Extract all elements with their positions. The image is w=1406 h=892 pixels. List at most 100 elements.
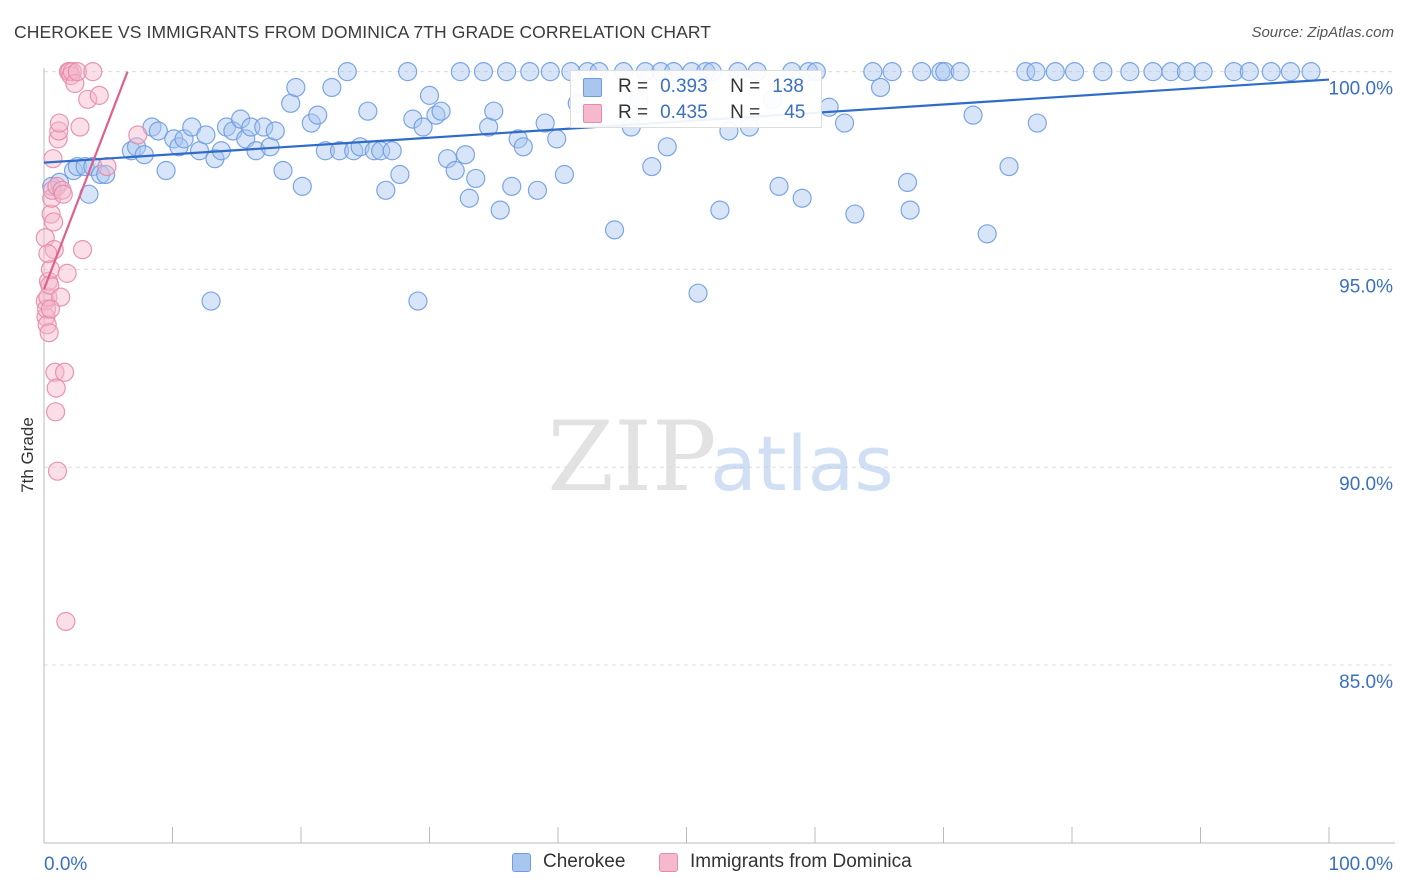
cherokee-point bbox=[413, 117, 433, 137]
cherokee-point bbox=[292, 176, 312, 196]
dominica-point bbox=[53, 184, 73, 204]
r-label: R = bbox=[618, 102, 649, 123]
cherokee-point bbox=[870, 77, 891, 98]
dominica-point bbox=[42, 188, 62, 208]
cherokee-point bbox=[308, 105, 328, 125]
cherokee-point bbox=[1027, 113, 1047, 133]
dominica-point bbox=[39, 323, 59, 343]
cherokee-point bbox=[935, 62, 955, 82]
dominica-point bbox=[57, 263, 77, 283]
cherokee-point bbox=[834, 113, 855, 133]
cherokee-point bbox=[96, 164, 116, 185]
cherokee-point bbox=[963, 105, 983, 125]
cherokee-point bbox=[466, 168, 486, 189]
legend-label-dominica: Immigrants from Dominica bbox=[690, 851, 912, 872]
dominica-point bbox=[45, 402, 66, 422]
cherokee-point bbox=[1176, 62, 1196, 82]
cherokee-point bbox=[459, 188, 479, 208]
dominica-point bbox=[56, 611, 76, 632]
cherokee-point bbox=[437, 149, 458, 169]
cherokee-point bbox=[390, 164, 410, 185]
stats-legend-box: R = 0.393 N = 138 R = 0.435 N = 45 bbox=[570, 70, 822, 128]
dominica-point bbox=[65, 73, 85, 94]
cherokee-point bbox=[1093, 62, 1113, 82]
cherokee-point bbox=[358, 101, 378, 121]
watermark-atlas: atlas bbox=[710, 419, 894, 508]
cherokee-point bbox=[337, 62, 357, 82]
cherokee-point bbox=[819, 97, 839, 117]
cherokee-point bbox=[710, 200, 730, 220]
cherokee-point bbox=[315, 141, 336, 161]
cherokee-point bbox=[490, 200, 510, 220]
cherokee-point bbox=[497, 62, 517, 82]
dominica-point bbox=[78, 89, 98, 109]
cherokee-point bbox=[999, 156, 1019, 177]
cherokee-point bbox=[1045, 62, 1065, 82]
cherokee-point bbox=[688, 283, 708, 303]
cherokee-swatch bbox=[583, 77, 602, 97]
cherokee-point bbox=[301, 113, 321, 133]
cherokee-point bbox=[1143, 62, 1163, 82]
cherokee-point bbox=[322, 77, 342, 98]
cherokee-point bbox=[882, 62, 902, 82]
cherokee-point bbox=[845, 204, 865, 224]
cherokee-point bbox=[376, 180, 396, 200]
legend-item-dominica[interactable]: Immigrants from Dominica bbox=[659, 851, 912, 873]
dominica-point bbox=[54, 362, 75, 382]
dominica-point bbox=[128, 125, 148, 145]
watermark-zip: ZIP bbox=[547, 401, 716, 513]
cherokee-point bbox=[502, 176, 522, 196]
cherokee-point bbox=[535, 113, 555, 133]
cherokee-swatch bbox=[512, 852, 531, 872]
cherokee-point bbox=[246, 141, 266, 161]
dominica-point bbox=[97, 156, 117, 177]
cherokee-point bbox=[950, 62, 970, 82]
cherokee-point bbox=[67, 156, 88, 177]
y-tick-label: 95.0% bbox=[1339, 276, 1393, 297]
y-tick-label: 85.0% bbox=[1339, 672, 1393, 693]
cherokee-point bbox=[231, 109, 251, 129]
cherokee-point bbox=[527, 180, 548, 200]
cherokee-point bbox=[148, 121, 168, 141]
cherokee-point bbox=[455, 145, 476, 165]
dominica-point bbox=[72, 240, 93, 260]
cherokee-point bbox=[398, 62, 418, 82]
bottom-legend: Cherokee Immigrants from Dominica bbox=[0, 851, 1406, 879]
dominica-point bbox=[62, 62, 82, 82]
r-value: 0.393 bbox=[660, 76, 708, 97]
cherokee-point bbox=[1064, 62, 1085, 82]
grid-lines bbox=[44, 71, 1395, 666]
cherokee-point bbox=[1193, 62, 1213, 82]
dominica-point bbox=[49, 121, 69, 141]
cherokee-point bbox=[1301, 62, 1321, 82]
cherokee-point bbox=[554, 164, 575, 185]
legend-item-cherokee[interactable]: Cherokee bbox=[512, 851, 625, 873]
cherokee-point bbox=[792, 188, 812, 208]
cherokee-point bbox=[90, 164, 111, 185]
cherokee-point bbox=[1239, 62, 1259, 82]
cherokee-point bbox=[408, 291, 428, 311]
r-label: R = bbox=[618, 76, 649, 97]
dominica-point bbox=[40, 299, 61, 319]
dominica-point bbox=[37, 315, 57, 335]
stats-row-cherokee: R = 0.393 N = 138 bbox=[583, 75, 804, 99]
dominica-points bbox=[35, 62, 148, 632]
cherokee-point bbox=[1161, 62, 1181, 82]
chart-title: CHEROKEE VS IMMIGRANTS FROM DOMINICA 7TH… bbox=[14, 22, 712, 42]
dominica-trend-line bbox=[42, 71, 129, 290]
cherokee-point bbox=[547, 129, 567, 149]
n-label: N = bbox=[730, 76, 761, 97]
cherokee-point bbox=[642, 156, 662, 177]
dominica-point bbox=[41, 204, 61, 224]
cherokee-point bbox=[382, 141, 402, 161]
cherokee-point bbox=[473, 62, 494, 82]
source-label: Source: ZipAtlas.com bbox=[1251, 24, 1394, 41]
cherokee-point bbox=[201, 291, 221, 311]
x-tick-label: 0.0% bbox=[44, 854, 87, 875]
cherokee-point bbox=[1224, 62, 1244, 82]
cherokee-point bbox=[265, 121, 285, 141]
n-value: 45 bbox=[784, 102, 806, 123]
dominica-point bbox=[45, 362, 65, 382]
n-value: 138 bbox=[772, 76, 804, 97]
